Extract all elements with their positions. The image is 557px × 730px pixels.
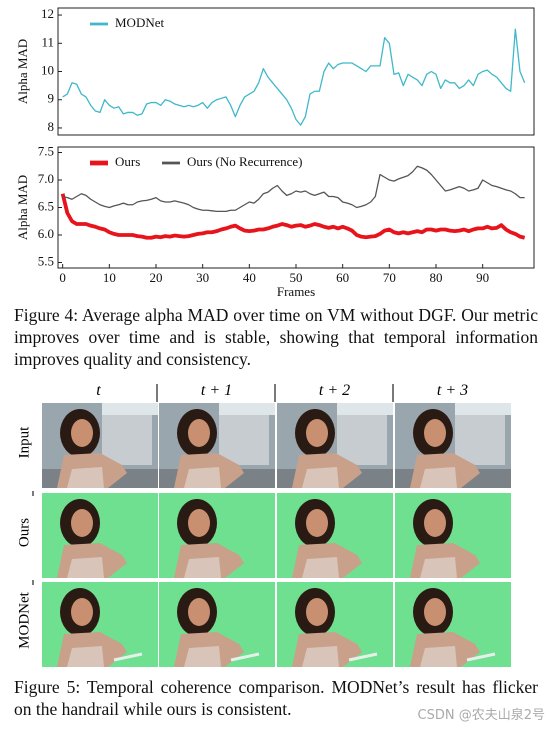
photo-face [71, 419, 93, 447]
photo-dress [184, 557, 221, 578]
x-tick-label: 50 [290, 270, 303, 285]
photo-dress [302, 646, 339, 667]
y-tick-label: 7.5 [38, 143, 54, 158]
photo-sky [219, 403, 275, 415]
y-tick-label: 6.0 [38, 226, 54, 241]
y-axis-label: Alpha MAD [15, 39, 30, 104]
photo-dress [67, 557, 104, 578]
figure-5-grid [32, 384, 511, 667]
photo-face [71, 598, 93, 626]
photo-sky [455, 403, 511, 415]
photo-face [188, 598, 210, 626]
photo-face [306, 509, 328, 537]
series-line [60, 193, 526, 240]
photo-dress [67, 467, 104, 488]
photo-face [71, 509, 93, 537]
photo-dress [420, 557, 457, 578]
x-axis-label: Frames [277, 284, 315, 299]
y-tick-label: 10 [41, 62, 54, 77]
y-tick-label: 6.5 [38, 198, 54, 213]
y-axis-label: Alpha MAD [15, 175, 30, 240]
x-tick-label: 70 [383, 270, 396, 285]
photo-dress [302, 557, 339, 578]
x-tick-label: 10 [103, 270, 116, 285]
x-tick-label: 80 [430, 270, 443, 285]
y-tick-label: 8 [48, 119, 55, 134]
x-tick-label: 0 [59, 270, 66, 285]
legend-label: Ours [115, 154, 140, 169]
photo-face [424, 598, 446, 626]
x-tick-label: 20 [150, 270, 163, 285]
photo-building [337, 415, 387, 465]
photo-dress [420, 646, 457, 667]
x-tick-label: 40 [243, 270, 256, 285]
photo-flicker [466, 652, 496, 662]
photo-building [219, 415, 269, 465]
photo-flicker [348, 652, 378, 662]
photo-sky [102, 403, 158, 415]
y-tick-label: 9 [48, 91, 55, 106]
photo-flicker [230, 652, 260, 662]
photo-face [306, 419, 328, 447]
figure-caption: Figure 5: Temporal coherence comparison.… [14, 677, 538, 719]
legend-label: MODNet [115, 15, 164, 30]
column-header: t [96, 382, 101, 399]
legend-label: Ours (No Recurrence) [187, 154, 303, 169]
photo-dress [184, 646, 221, 667]
y-tick-label: 11 [41, 34, 54, 49]
y-tick-label: 7.0 [38, 171, 54, 186]
y-tick-label: 12 [41, 6, 54, 21]
photo-building [102, 415, 152, 465]
photo-building [455, 415, 505, 465]
photo-face [424, 509, 446, 537]
photo-face [424, 419, 446, 447]
photo-dress [184, 467, 221, 488]
x-tick-label: 30 [196, 270, 209, 285]
x-tick-label: 90 [476, 270, 489, 285]
column-header: t + 3 [436, 382, 469, 399]
figure-4: 8 9 10 11 12 Alpha MAD MODNet 5.5 6.0 6.5 7.0 7.5 0 1… [15, 6, 535, 299]
x-tick-label: 60 [336, 270, 349, 285]
photo-face [188, 509, 210, 537]
photo-face [188, 419, 210, 447]
photo-face [306, 598, 328, 626]
photo-dress [67, 646, 104, 667]
column-header: t + 1 [200, 382, 233, 399]
photo-sky [337, 403, 393, 415]
photo-dress [302, 467, 339, 488]
photo-dress [420, 467, 457, 488]
series-line [62, 165, 525, 212]
photo-flicker [113, 652, 143, 662]
series-line [62, 28, 526, 126]
column-header: t + 2 [318, 382, 351, 399]
figure-caption: Figure 4: Average alpha MAD over time on… [14, 305, 538, 369]
y-tick-label: 5.5 [38, 253, 54, 268]
watermark: CSDN @农夫山泉2号 [417, 708, 545, 723]
